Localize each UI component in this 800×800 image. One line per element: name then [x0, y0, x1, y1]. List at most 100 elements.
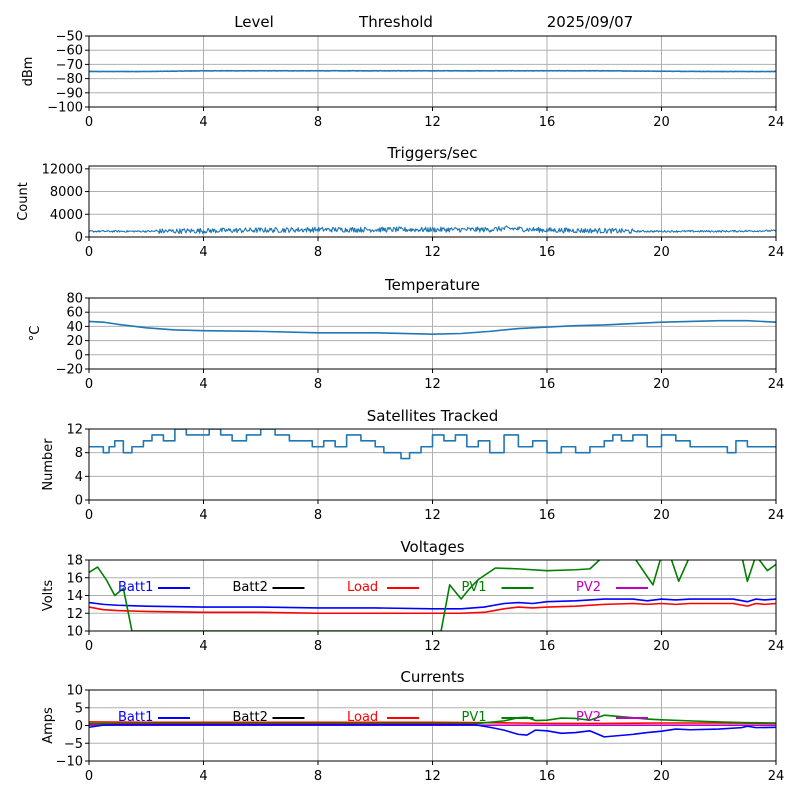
x-tick-label: 4: [199, 245, 207, 260]
legend-label-batt1: Batt1: [118, 710, 153, 725]
series-line-0: [89, 69, 776, 73]
x-tick-label: 8: [314, 508, 322, 523]
y-tick-label: 40: [66, 320, 83, 335]
x-tick-label: 24: [768, 115, 785, 130]
series-line-1: [89, 602, 776, 615]
y-tick-label: −5: [64, 737, 83, 752]
y-axis-label: Amps: [41, 707, 56, 744]
y-tick-label: 10: [66, 684, 83, 699]
x-tick-label: 4: [199, 639, 207, 654]
x-tick-label: 20: [653, 769, 670, 784]
y-tick-label: 18: [66, 554, 83, 569]
y-axis-label: Count: [16, 182, 31, 221]
series-line-0: [89, 598, 776, 610]
legend-label-batt2: Batt2: [233, 580, 268, 595]
x-tick-label: 0: [85, 769, 93, 784]
x-tick-label: 24: [768, 508, 785, 523]
series-line-3: [89, 723, 776, 738]
x-tick-label: 4: [199, 115, 207, 130]
y-tick-label: −20: [56, 363, 83, 378]
series-line-0: [89, 225, 776, 235]
legend-label-batt1: Batt1: [118, 580, 153, 595]
x-tick-label: 16: [539, 115, 556, 130]
y-tick-label: 16: [66, 571, 83, 586]
x-tick-label: 8: [314, 769, 322, 784]
panel-title: Temperature: [384, 276, 480, 294]
panel-title: Triggers/sec: [387, 144, 478, 162]
x-tick-label: 12: [424, 377, 441, 392]
legend-label-pv2: PV2: [576, 580, 601, 595]
x-tick-label: 24: [768, 377, 785, 392]
x-tick-label: 16: [539, 639, 556, 654]
y-tick-label: 0: [75, 231, 83, 246]
x-tick-label: 0: [85, 377, 93, 392]
x-tick-label: 16: [539, 508, 556, 523]
x-tick-label: 8: [314, 245, 322, 260]
x-tick-label: 20: [653, 377, 670, 392]
header-level: Level: [234, 13, 274, 31]
x-tick-label: 24: [768, 245, 785, 260]
x-tick-label: 12: [424, 639, 441, 654]
x-tick-label: 12: [424, 245, 441, 260]
x-tick-label: 0: [85, 115, 93, 130]
y-tick-label: 0: [75, 719, 83, 734]
y-tick-label: 20: [66, 334, 83, 349]
panel-4: 0 4 8 12 16 20 24 10 12 14 16 18 Voltages Volts Batt1 B…: [41, 538, 784, 654]
panel-3: 0 4 8 12 16 20 24 0 4 8 12 Satellites Tracked Number: [41, 407, 784, 523]
header-threshold: Threshold: [358, 13, 433, 31]
x-tick-label: 16: [539, 377, 556, 392]
x-tick-label: 24: [768, 769, 785, 784]
y-axis-label: Number: [41, 438, 56, 491]
x-tick-label: 0: [85, 508, 93, 523]
panel-title: Satellites Tracked: [367, 407, 498, 425]
panel-0: 0 4 8 12 16 20 24 −50−60−70−80−90−100 dBm: [21, 30, 784, 131]
x-tick-label: 4: [199, 769, 207, 784]
panel-1: 0 4 8 12 16 20 24 0 4000 8000 12000 Triggers/sec Cou…: [16, 144, 784, 260]
y-tick-label: 4: [75, 470, 83, 485]
y-axis-label: °C: [28, 326, 43, 342]
y-tick-label: 8000: [50, 185, 83, 200]
y-tick-label: 12: [66, 607, 83, 622]
series-group: [89, 319, 776, 336]
y-tick-label: 60: [66, 306, 83, 321]
x-tick-label: 8: [314, 115, 322, 130]
x-tick-label: 0: [85, 639, 93, 654]
y-tick-label: −60: [56, 44, 83, 59]
panel-5: 0 4 8 12 16 20 24 −10 −5 0 5 10 Currents Amps Batt1 Bat…: [41, 668, 784, 784]
series-line-0: [89, 429, 776, 460]
x-tick-label: 20: [653, 508, 670, 523]
y-tick-label: −70: [56, 58, 83, 73]
y-tick-label: 8: [75, 446, 83, 461]
header-date: 2025/09/07: [547, 13, 633, 31]
x-tick-label: 12: [424, 115, 441, 130]
series-line-0: [89, 319, 776, 336]
series-group: [89, 69, 776, 73]
legend-label-pv2: PV2: [576, 710, 601, 725]
y-tick-label: 5: [75, 701, 83, 716]
legend-label-load: Load: [347, 580, 378, 595]
series-group: [89, 429, 776, 460]
panel-title: Currents: [400, 668, 464, 686]
x-tick-label: 16: [539, 769, 556, 784]
y-tick-label: 80: [66, 292, 83, 307]
y-tick-label: 12: [66, 423, 83, 438]
series-group: [89, 714, 776, 738]
series-group: [89, 225, 776, 235]
panel-title: Voltages: [400, 538, 464, 556]
series-line-1: [89, 721, 776, 725]
y-tick-label: −90: [56, 86, 83, 101]
y-tick-label: 0: [75, 494, 83, 509]
y-tick-label: 12000: [42, 162, 83, 177]
legend-label-load: Load: [347, 710, 378, 725]
x-tick-label: 20: [653, 115, 670, 130]
series-line-2: [89, 714, 776, 725]
y-axis-label: Volts: [41, 580, 56, 612]
x-tick-label: 16: [539, 245, 556, 260]
x-tick-label: 24: [768, 639, 785, 654]
series-group: [89, 560, 776, 631]
x-tick-label: 0: [85, 245, 93, 260]
legend-label-pv1: PV1: [462, 580, 487, 595]
series-line-2: [89, 560, 776, 631]
